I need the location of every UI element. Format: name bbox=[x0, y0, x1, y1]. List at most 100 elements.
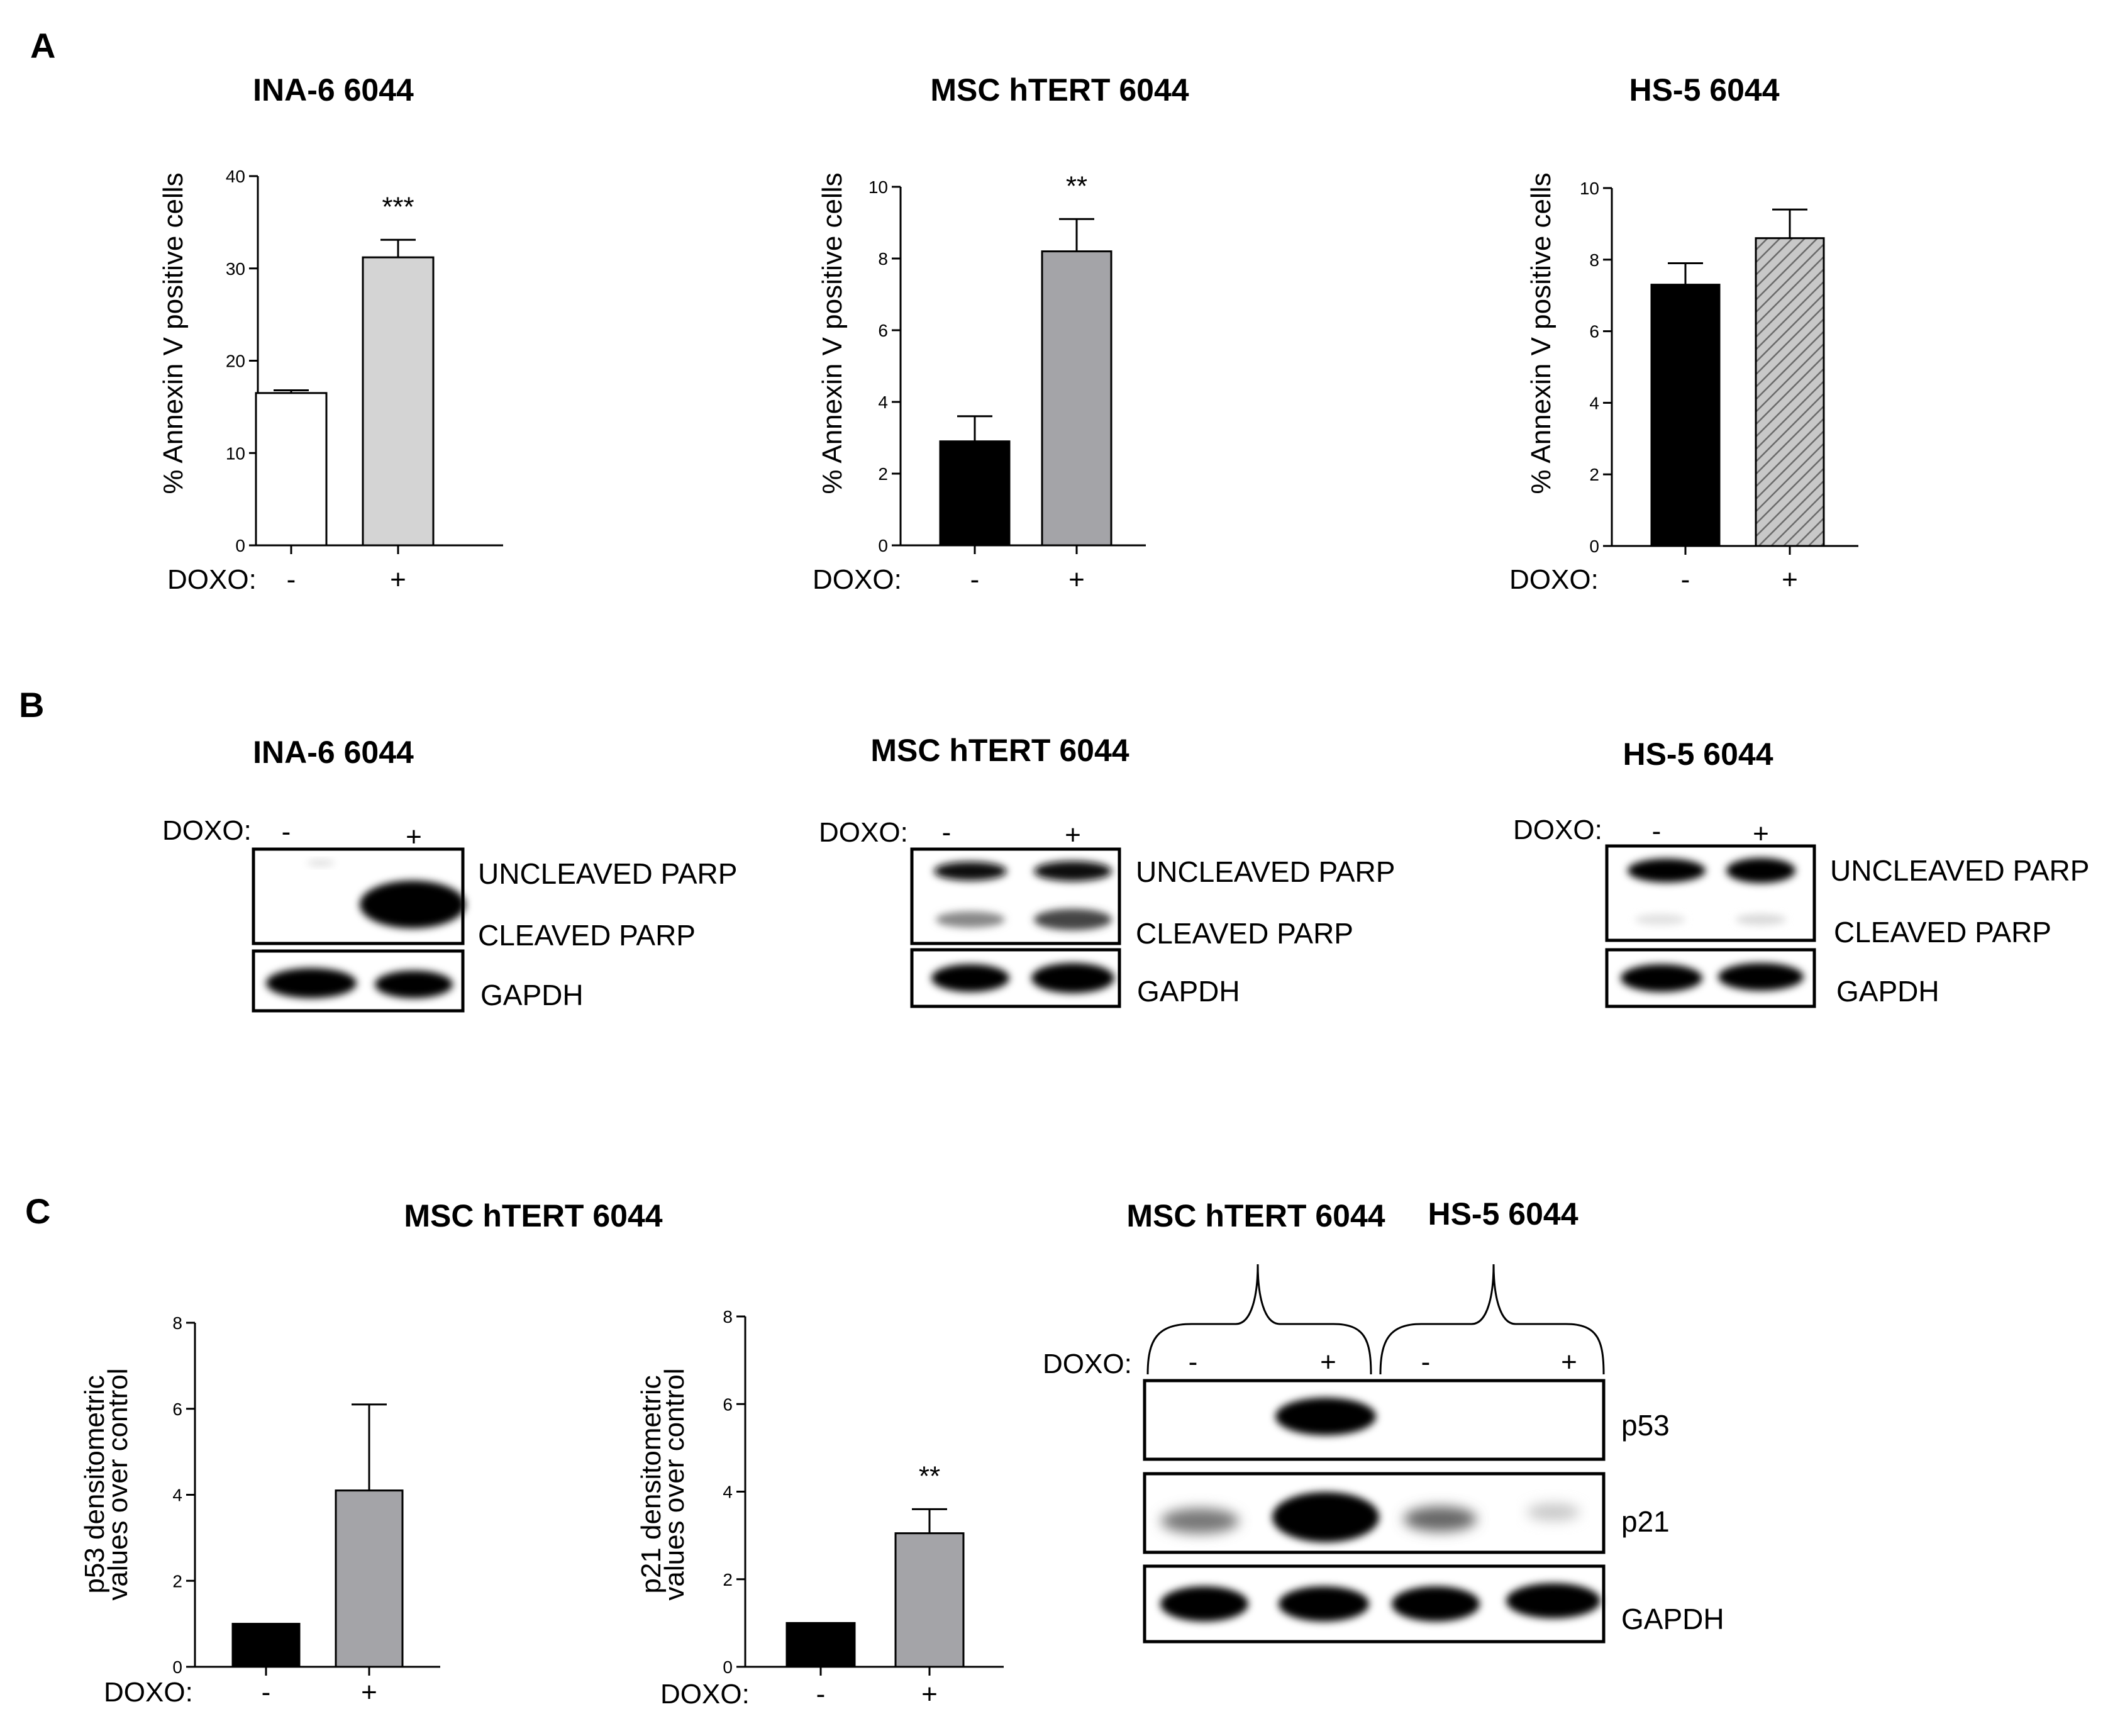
band-gapdh-plus bbox=[375, 971, 453, 998]
category-label: - bbox=[816, 1679, 826, 1710]
y-tick-label: 2 bbox=[878, 464, 888, 484]
panel-letter-b: B bbox=[19, 685, 44, 725]
row-label: p53 bbox=[1621, 1409, 1670, 1442]
y-tick-label: 40 bbox=[226, 167, 245, 186]
y-tick-label: 6 bbox=[1589, 322, 1599, 342]
y-tick-label: 20 bbox=[226, 352, 245, 371]
band-uncleaved-parp-minus bbox=[1628, 859, 1706, 882]
y-tick-label: 2 bbox=[1589, 465, 1599, 484]
row-label: GAPDH bbox=[1836, 975, 1939, 1008]
category-label: + bbox=[361, 1677, 377, 1708]
chart-annexin-ina6: INA-6 6044 % Annexin V positive cells 0 10 2… bbox=[158, 72, 503, 595]
lane-label: - bbox=[282, 816, 291, 847]
band-uncleaved-parp-plus bbox=[1034, 861, 1112, 881]
bar bbox=[1041, 250, 1113, 547]
y-tick-label: 10 bbox=[1580, 179, 1599, 198]
y-tick-label: 0 bbox=[172, 1657, 182, 1677]
blot-frame-parp bbox=[1605, 844, 1816, 942]
y-tick-label: 8 bbox=[878, 249, 888, 269]
band-gapdh-1 bbox=[1160, 1586, 1248, 1622]
y-tick-label: 0 bbox=[1589, 537, 1599, 556]
lane-label: + bbox=[406, 821, 422, 852]
y-axis-label-line: values over control bbox=[103, 1368, 133, 1600]
chart-annexin-msc-htert: MSC hTERT 6044 % Annexin V positive cells… bbox=[813, 72, 1189, 595]
lane-label: + bbox=[1753, 818, 1769, 849]
brace-hs5 bbox=[1379, 1264, 1605, 1375]
blot-b-hs5: HS-5 6044 DOXO: - + UNCLEAVED PARP CLEAV… bbox=[1513, 737, 2089, 1008]
panel-letter-c: C bbox=[25, 1191, 50, 1231]
category-label: - bbox=[970, 564, 980, 595]
x-axis-label: DOXO: bbox=[813, 564, 902, 595]
chart-annexin-hs5: HS-5 6044 % Annexin V positive cells 0 2 4 6 8… bbox=[1509, 72, 1858, 595]
y-axis-label: % Annexin V positive cells bbox=[817, 172, 848, 494]
chart-title: MSC hTERT 6044 bbox=[404, 1198, 662, 1233]
blot-b-ina6: INA-6 6044 DOXO: - + UNCLEAVED PARP CLEA… bbox=[162, 735, 737, 1013]
y-tick-label: 6 bbox=[723, 1394, 733, 1414]
chart-title: INA-6 6044 bbox=[253, 72, 414, 108]
category-label: + bbox=[921, 1679, 938, 1710]
y-axis-label-line: values over control bbox=[659, 1368, 690, 1600]
y-tick-label: 0 bbox=[878, 536, 888, 555]
band-uncleaved-parp-minus bbox=[934, 862, 1007, 881]
bar bbox=[335, 1489, 404, 1668]
row-label: GAPDH bbox=[1621, 1603, 1724, 1635]
chart-title: HS-5 6044 bbox=[1629, 72, 1779, 108]
band-gapdh-minus bbox=[1621, 964, 1702, 992]
y-axis-label: % Annexin V positive cells bbox=[158, 172, 189, 494]
group-title-msc-htert: MSC hTERT 6044 bbox=[1126, 1198, 1385, 1233]
band-p21-hs5-minus bbox=[1404, 1506, 1477, 1532]
blot-b-msc-htert: MSC hTERT 6044 DOXO: - + UNCLEAVED PARP … bbox=[819, 733, 1395, 1008]
chart-title: MSC hTERT 6044 bbox=[930, 72, 1189, 108]
bar bbox=[1650, 284, 1721, 547]
y-tick-label: 8 bbox=[723, 1307, 733, 1327]
lane-label: - bbox=[1189, 1347, 1198, 1377]
row-label: CLEAVED PARP bbox=[1136, 917, 1353, 950]
category-label: + bbox=[1782, 564, 1798, 595]
x-axis-label: DOXO: bbox=[660, 1679, 750, 1710]
bar bbox=[255, 392, 328, 547]
band-gapdh-plus bbox=[1718, 963, 1804, 991]
bar bbox=[1755, 237, 1825, 547]
category-label: - bbox=[1681, 564, 1690, 595]
blot-title: INA-6 6044 bbox=[253, 735, 414, 770]
y-tick-label: 0 bbox=[235, 536, 245, 555]
significance-label: ** bbox=[1066, 170, 1087, 201]
x-axis-label: DOXO: bbox=[1509, 564, 1599, 595]
brace-msc-htert bbox=[1146, 1264, 1372, 1375]
doxo-label: DOXO: bbox=[1043, 1349, 1132, 1379]
y-tick-label: 4 bbox=[878, 392, 888, 412]
group-title-hs5: HS-5 6044 bbox=[1428, 1196, 1578, 1232]
y-tick-label: 4 bbox=[172, 1486, 182, 1505]
lane-label: - bbox=[1421, 1347, 1431, 1377]
band-gapdh-3 bbox=[1392, 1586, 1480, 1622]
category-label: - bbox=[287, 564, 296, 595]
category-label: + bbox=[390, 564, 406, 595]
band-p21-hs5-plus bbox=[1527, 1503, 1580, 1521]
y-tick-label: 6 bbox=[878, 321, 888, 340]
lane-label: - bbox=[1652, 816, 1662, 847]
band-gapdh-2 bbox=[1279, 1586, 1369, 1622]
band-p21-msc-plus bbox=[1272, 1492, 1379, 1542]
y-tick-label: 8 bbox=[1589, 250, 1599, 270]
y-tick-label: 10 bbox=[868, 177, 888, 197]
blot-title: HS-5 6044 bbox=[1623, 737, 1773, 772]
band-gapdh-plus bbox=[1031, 963, 1114, 993]
lane-label: + bbox=[1320, 1347, 1336, 1377]
row-label: UNCLEAVED PARP bbox=[1136, 855, 1395, 888]
y-axis-label-line: p21 densitometric bbox=[636, 1375, 667, 1593]
band-cleaved-parp-plus bbox=[1034, 909, 1112, 930]
significance-label: *** bbox=[382, 191, 414, 222]
band-gapdh-4 bbox=[1506, 1583, 1601, 1618]
y-axis-label: % Annexin V positive cells bbox=[1526, 172, 1556, 494]
significance-label: ** bbox=[919, 1461, 940, 1491]
band-cleaved-parp-minus bbox=[936, 911, 1005, 928]
y-tick-label: 6 bbox=[172, 1399, 182, 1419]
y-tick-label: 4 bbox=[1589, 393, 1599, 413]
doxo-label: DOXO: bbox=[162, 815, 252, 846]
lane-label: + bbox=[1561, 1347, 1577, 1377]
y-tick-label: 2 bbox=[172, 1571, 182, 1591]
band-cleaved-parp-plus bbox=[1736, 914, 1786, 925]
